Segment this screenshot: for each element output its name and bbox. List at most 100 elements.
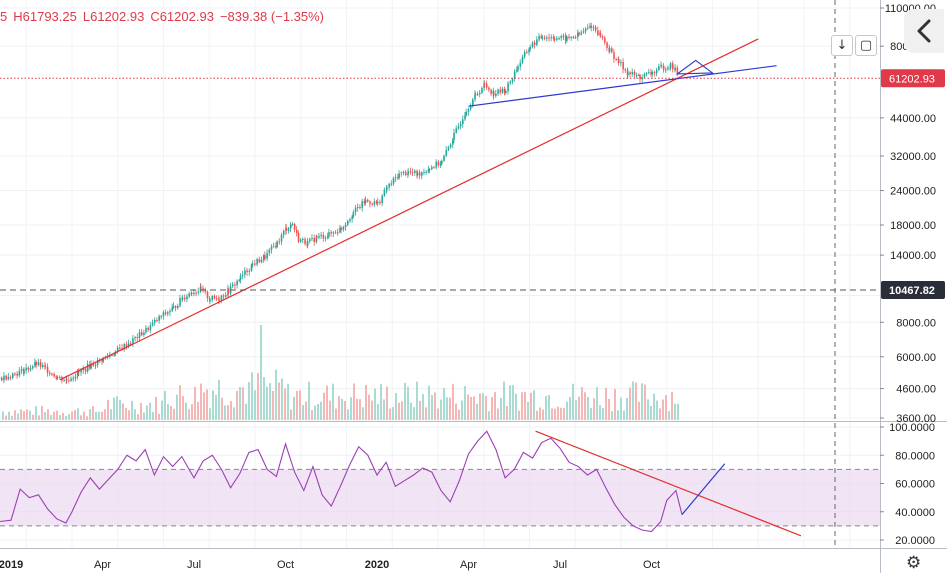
candle-body: [3, 376, 5, 381]
volume-bar: [74, 410, 76, 420]
volume-bar: [338, 396, 340, 420]
back-button[interactable]: [904, 9, 944, 53]
candle-body: [391, 184, 393, 185]
candle-body: [433, 167, 435, 168]
volume-bar: [428, 386, 430, 420]
rsi-tick-label: 100.0000: [889, 422, 935, 434]
volume-bar: [584, 392, 586, 420]
volume-bar: [599, 405, 601, 420]
candle-body: [218, 300, 220, 301]
volume-bar: [281, 379, 283, 420]
volume-bar: [455, 404, 457, 420]
candle-body: [28, 368, 30, 370]
candle-body: [571, 37, 573, 38]
candle-body: [21, 369, 23, 371]
candle-body: [160, 316, 162, 317]
volume-bar: [80, 415, 82, 420]
fullscreen-icon[interactable]: ▢: [855, 35, 877, 56]
volume-bar: [557, 407, 559, 420]
candle-body: [443, 156, 445, 161]
candle-body: [644, 74, 646, 77]
candle-body: [429, 169, 431, 170]
volume-bar: [398, 403, 400, 420]
candle-body: [95, 365, 97, 366]
volume-bar: [650, 406, 652, 420]
ohlc-high: H61793.25: [13, 9, 77, 24]
candle-body: [581, 32, 583, 34]
volume-bar: [503, 382, 505, 420]
volume-bar: [239, 387, 241, 420]
candle-body: [232, 284, 234, 286]
candle-body: [114, 354, 116, 355]
candle-body: [228, 288, 230, 293]
candle-body: [296, 230, 298, 233]
candle-body: [156, 320, 158, 321]
candle-body: [281, 235, 283, 242]
candle-body: [307, 241, 309, 246]
volume-bar: [68, 414, 70, 420]
candle-body: [419, 172, 421, 175]
candle-body: [475, 94, 477, 95]
volume-bar: [578, 397, 580, 420]
candle-body: [147, 328, 149, 330]
candle-body: [340, 228, 342, 230]
candle-body: [458, 126, 460, 128]
candle-body: [452, 140, 454, 145]
gear-icon[interactable]: ⚙: [906, 553, 921, 573]
candle-body: [49, 373, 51, 374]
volume-bar: [497, 408, 499, 420]
candle-body: [132, 338, 134, 343]
volume-bar: [629, 388, 631, 420]
candle-body: [202, 288, 204, 289]
candle-body: [542, 37, 544, 38]
candle-body: [25, 368, 27, 371]
candle-body: [259, 259, 261, 262]
candle-body: [516, 70, 518, 72]
candle-body: [395, 177, 397, 178]
candle-body: [198, 292, 200, 293]
ohlc-change: −839.38 (−1.35%): [220, 9, 324, 24]
candle-body: [646, 73, 648, 74]
price-tick-label: 6000.00: [896, 352, 936, 364]
volume-bar: [44, 412, 46, 420]
volume-bar: [155, 397, 157, 420]
volume-bar: [224, 405, 226, 420]
candle-body: [309, 239, 311, 241]
candle-body: [351, 217, 353, 220]
candle-body: [179, 298, 181, 306]
ohlc-prefix: 5: [0, 9, 7, 24]
volume-bar: [152, 412, 154, 420]
candle-body: [19, 371, 21, 376]
candle-body: [236, 281, 238, 286]
candle-body: [333, 232, 335, 233]
candle-body: [335, 232, 337, 233]
candle-body: [234, 284, 236, 285]
volume-bar: [170, 406, 172, 420]
candle-body: [290, 225, 292, 229]
candle-body: [152, 323, 154, 326]
volume-bar: [176, 395, 178, 420]
arrow-down-icon[interactable]: ↓: [831, 35, 853, 56]
volume-bar: [416, 382, 418, 420]
time-tick-label: Jul: [553, 559, 567, 571]
volume-bar: [464, 386, 466, 420]
volume-bar: [608, 399, 610, 420]
volume-bar: [308, 382, 310, 420]
candle-body: [186, 297, 188, 300]
volume-bar: [413, 407, 415, 420]
time-tick-label: Apr: [94, 559, 111, 571]
candle-body: [622, 62, 624, 69]
candle-body: [14, 374, 16, 375]
candle-body: [85, 369, 87, 372]
volume-bar: [20, 409, 22, 420]
volume-bar: [665, 395, 667, 420]
volume-bar: [248, 382, 250, 420]
candle-body: [8, 377, 10, 379]
candle-body: [618, 59, 620, 63]
candle-body: [23, 370, 25, 373]
volume-bar: [188, 409, 190, 420]
candle-body: [445, 150, 447, 156]
volume-bar: [374, 389, 376, 420]
